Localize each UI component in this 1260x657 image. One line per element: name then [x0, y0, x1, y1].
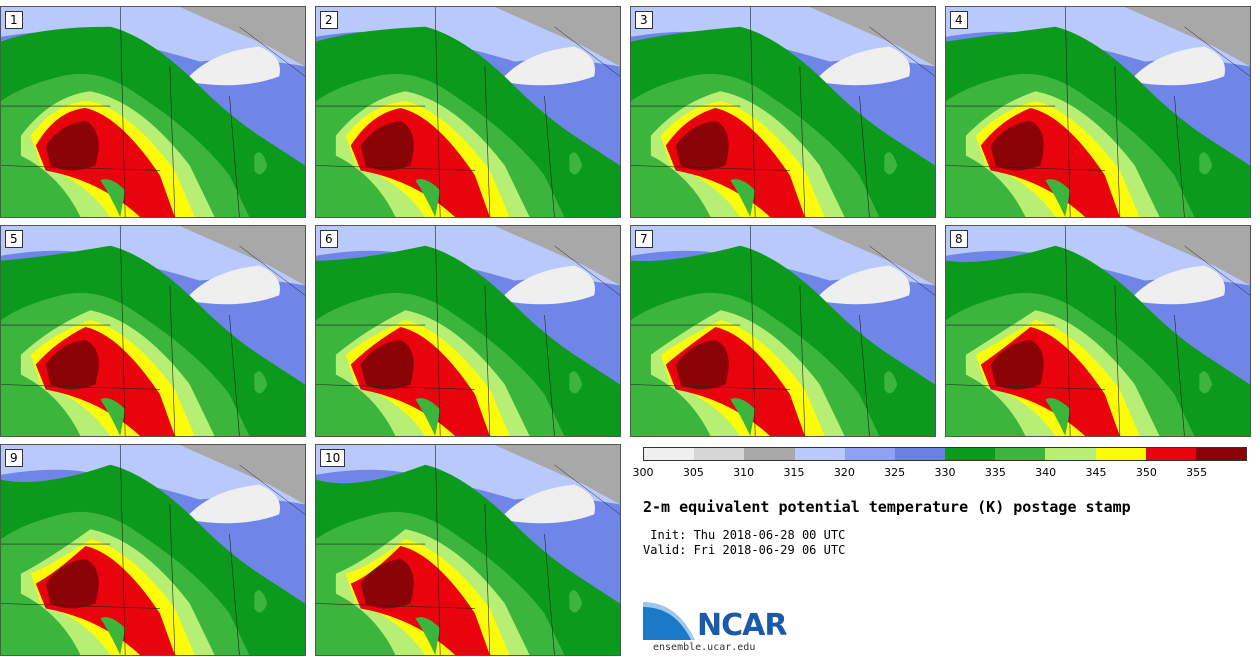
stamp-panel: 8: [945, 225, 1251, 437]
init-time: Init: Thu 2018-06-28 00 UTC: [643, 528, 846, 542]
colorbar-tick-label: 355: [1186, 466, 1208, 479]
colorbar-tick-label: 335: [984, 466, 1006, 479]
stamp-panel: 1: [0, 6, 306, 218]
panel-number-label: 2: [320, 11, 338, 29]
valid-time: Valid: Fri 2018-06-29 06 UTC: [643, 543, 846, 557]
panel-number-label: 9: [5, 449, 23, 467]
stamp-panel: 9: [0, 444, 306, 656]
colorbar-tick-label: 325: [884, 466, 906, 479]
colorbar-segment: [694, 448, 745, 460]
colorbar-ticks: 300 305 310 315 320 325 330 335 340 345 350 355: [633, 466, 1247, 480]
colorbar-tick-label: 310: [733, 466, 755, 479]
colorbar-tick-label: 320: [833, 466, 855, 479]
colorbar-segment: [794, 448, 845, 460]
colorbar-segment: [894, 448, 946, 460]
panel-number-label: 5: [5, 230, 23, 248]
colorbar-segment: [1045, 448, 1096, 460]
figure-title: 2-m equivalent potential temperature (K)…: [643, 498, 1131, 516]
colorbar-segment: [945, 448, 996, 460]
colorbar-segment: [1195, 448, 1247, 460]
colorbar-segment: [644, 448, 695, 460]
ncar-logo-icon: [643, 602, 695, 640]
panel-number-label: 3: [635, 11, 653, 29]
colorbar-tick-label: 340: [1035, 466, 1057, 479]
panel-number-label: 10: [320, 449, 346, 467]
stamp-panel: 2: [315, 6, 621, 218]
panel-number-label: 4: [950, 11, 968, 29]
colorbar-segment: [844, 448, 895, 460]
colorbar-tick-label: 345: [1085, 466, 1107, 479]
colorbar: [643, 447, 1247, 461]
colorbar-tick-label: 330: [934, 466, 956, 479]
panel-number-label: 1: [5, 11, 23, 29]
stamp-panel: 4: [945, 6, 1251, 218]
colorbar-tick-label: 350: [1135, 466, 1157, 479]
panel-number-label: 8: [950, 230, 968, 248]
panel-number-label: 6: [320, 230, 338, 248]
colorbar-segment: [744, 448, 795, 460]
colorbar-segment: [1095, 448, 1146, 460]
colorbar-segment: [1145, 448, 1196, 460]
stamp-panel: 6: [315, 225, 621, 437]
panel-number-label: 7: [635, 230, 653, 248]
stamp-panel: 7: [630, 225, 936, 437]
stamp-panel: 3: [630, 6, 936, 218]
stamp-panel: 10: [315, 444, 621, 656]
colorbar-tick-label: 300: [632, 466, 654, 479]
ncar-logo-text: NCAR: [697, 608, 787, 643]
logo-url: ensemble.ucar.edu: [653, 642, 756, 653]
colorbar-tick-label: 315: [783, 466, 805, 479]
colorbar-segment: [995, 448, 1046, 460]
colorbar-tick-label: 305: [682, 466, 704, 479]
stamp-panel: 5: [0, 225, 306, 437]
